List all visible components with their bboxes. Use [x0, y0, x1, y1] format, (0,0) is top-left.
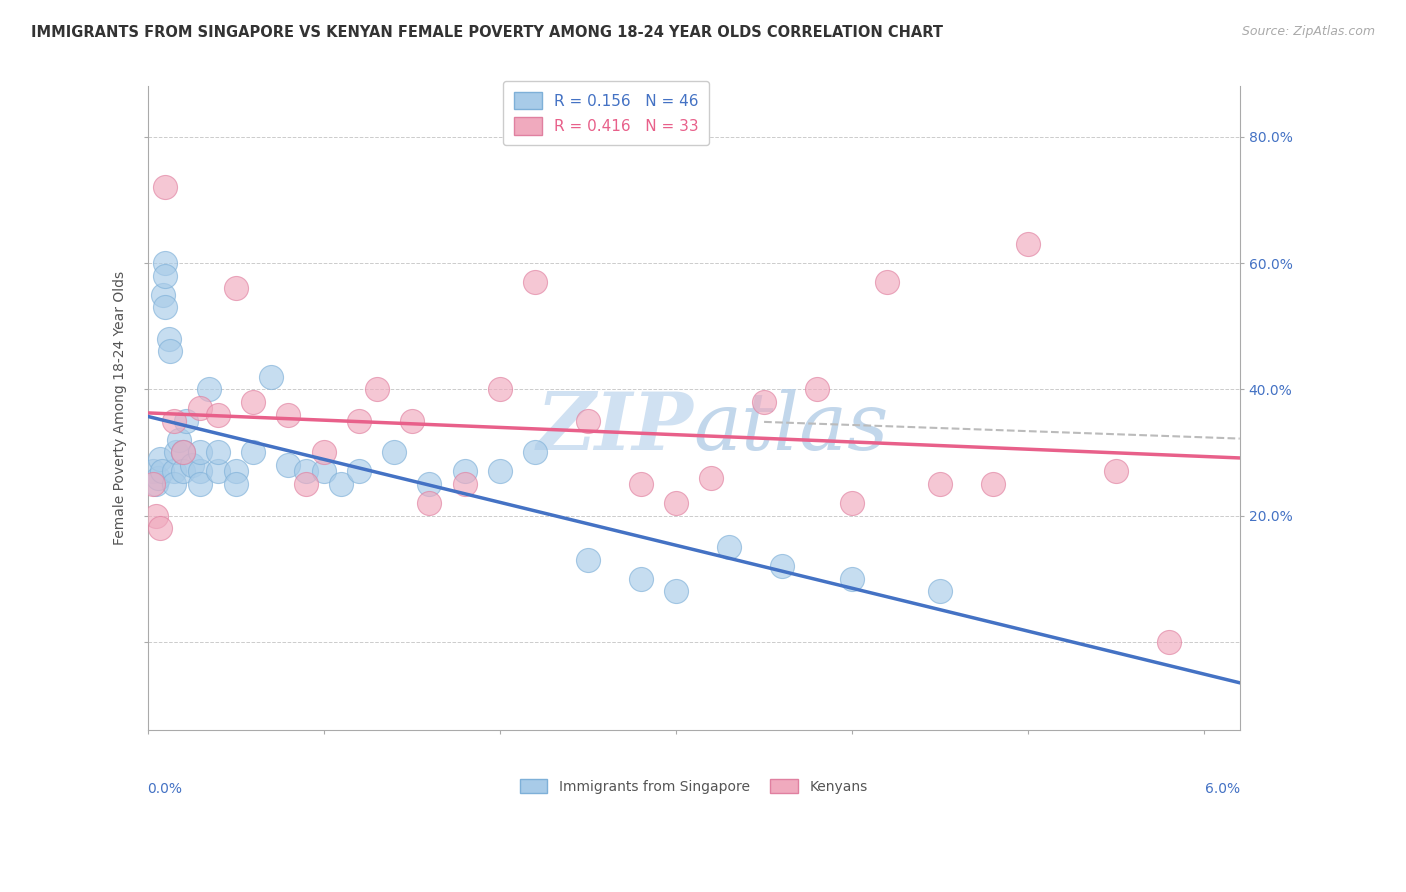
Point: [489, 382, 512, 396]
Point: [330, 477, 353, 491]
Point: [169, 433, 191, 447]
Point: [312, 464, 335, 478]
Point: [524, 445, 547, 459]
Point: [347, 414, 370, 428]
Point: [172, 445, 194, 459]
Point: [841, 572, 863, 586]
Point: [153, 300, 176, 314]
Point: [401, 414, 423, 428]
Point: [1017, 237, 1039, 252]
Point: [524, 275, 547, 289]
Point: [207, 445, 229, 459]
Point: [277, 408, 299, 422]
Text: IMMIGRANTS FROM SINGAPORE VS KENYAN FEMALE POVERTY AMONG 18-24 YEAR OLDS CORRELA: IMMIGRANTS FROM SINGAPORE VS KENYAN FEMA…: [31, 25, 943, 40]
Point: [260, 369, 283, 384]
Point: [142, 464, 165, 478]
Point: [157, 332, 180, 346]
Point: [225, 464, 247, 478]
Text: ZIP: ZIP: [537, 389, 693, 467]
Point: [163, 414, 186, 428]
Point: [453, 477, 475, 491]
Text: 6.0%: 6.0%: [1205, 781, 1240, 796]
Point: [700, 471, 723, 485]
Point: [347, 464, 370, 478]
Point: [146, 471, 169, 485]
Point: [176, 414, 198, 428]
Point: [576, 414, 599, 428]
Text: Source: ZipAtlas.com: Source: ZipAtlas.com: [1241, 25, 1375, 38]
Point: [876, 275, 898, 289]
Point: [806, 382, 828, 396]
Text: atlas: atlas: [693, 389, 889, 467]
Point: [198, 382, 221, 396]
Point: [190, 401, 212, 416]
Point: [165, 445, 187, 459]
Point: [453, 464, 475, 478]
Point: [929, 477, 952, 491]
Point: [152, 287, 174, 301]
Point: [149, 451, 172, 466]
Point: [242, 445, 264, 459]
Point: [630, 572, 652, 586]
Legend: Immigrants from Singapore, Kenyans: Immigrants from Singapore, Kenyans: [513, 772, 875, 800]
Point: [163, 464, 186, 478]
Point: [770, 559, 793, 574]
Point: [312, 445, 335, 459]
Point: [207, 464, 229, 478]
Point: [752, 395, 775, 409]
Point: [277, 458, 299, 472]
Point: [295, 477, 318, 491]
Text: 0.0%: 0.0%: [148, 781, 183, 796]
Point: [418, 477, 440, 491]
Point: [242, 395, 264, 409]
Y-axis label: Female Poverty Among 18-24 Year Olds: Female Poverty Among 18-24 Year Olds: [114, 271, 128, 545]
Point: [149, 521, 172, 535]
Point: [1105, 464, 1128, 478]
Point: [145, 508, 167, 523]
Point: [172, 464, 194, 478]
Point: [163, 477, 186, 491]
Point: [159, 344, 181, 359]
Point: [382, 445, 405, 459]
Point: [841, 496, 863, 510]
Point: [489, 464, 512, 478]
Point: [665, 584, 688, 599]
Point: [142, 477, 165, 491]
Point: [576, 553, 599, 567]
Point: [190, 464, 212, 478]
Point: [190, 477, 212, 491]
Point: [630, 477, 652, 491]
Point: [981, 477, 1004, 491]
Point: [207, 408, 229, 422]
Point: [190, 445, 212, 459]
Point: [366, 382, 388, 396]
Point: [1159, 635, 1181, 649]
Point: [418, 496, 440, 510]
Point: [145, 477, 167, 491]
Point: [153, 180, 176, 194]
Point: [295, 464, 318, 478]
Point: [929, 584, 952, 599]
Point: [225, 281, 247, 295]
Point: [172, 445, 194, 459]
Point: [665, 496, 688, 510]
Point: [225, 477, 247, 491]
Point: [153, 256, 176, 270]
Point: [153, 268, 176, 283]
Point: [717, 540, 740, 554]
Point: [150, 464, 173, 478]
Point: [180, 458, 202, 472]
